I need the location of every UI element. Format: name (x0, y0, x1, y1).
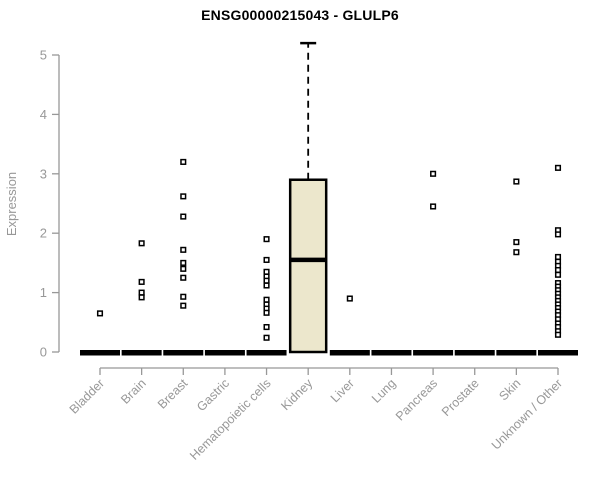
chart-title: ENSG00000215043 - GLULP6 (201, 7, 399, 23)
x-category-label: Liver (328, 376, 357, 405)
x-category-label: Breast (155, 376, 191, 412)
scatter-point (263, 324, 270, 331)
zero-box (371, 350, 412, 356)
x-category-label: Gastric (194, 376, 232, 414)
x-category-label: Lung (369, 376, 399, 406)
scatter-point (138, 240, 145, 247)
y-tick-label: 3 (40, 166, 47, 181)
scatter-point (554, 164, 562, 171)
zero-box (413, 350, 454, 356)
y-axis-title: Expression (4, 172, 19, 236)
scatter-point (554, 331, 562, 338)
scatter-point (513, 178, 520, 185)
scatter-point (263, 282, 270, 289)
zero-box (329, 350, 370, 356)
x-category-label: Kidney (278, 376, 315, 413)
plot-layer: 0 1 2 3 4 5 Bladder Brain Breast GastricHematopoi… (40, 41, 578, 463)
x-category-label: Hematopoietic cells (187, 376, 274, 463)
x-category-label: Pancreas (393, 376, 440, 423)
scatter-point (180, 265, 187, 272)
zero-box (204, 350, 245, 356)
scatter-point (138, 278, 145, 285)
scatter-point (180, 246, 187, 253)
y-tick-label: 4 (40, 107, 47, 122)
zero-box (496, 350, 537, 356)
scatter-point (263, 268, 270, 275)
scatter-point (263, 296, 270, 303)
scatter-point (263, 309, 270, 316)
scatter-point (180, 193, 187, 200)
scatter-point (180, 213, 187, 220)
scatter-point (513, 239, 520, 246)
scatter-point (346, 295, 353, 302)
zero-box (454, 350, 495, 356)
scatter-point (554, 266, 562, 274)
scatter-point (430, 203, 437, 210)
scatter-point (180, 302, 187, 309)
scatter-point (554, 271, 562, 278)
scatter-point (554, 253, 562, 261)
scatter-point (138, 294, 145, 301)
y-tick-label: 1 (40, 285, 47, 300)
x-category-label: Skin (496, 376, 523, 403)
zero-box (538, 350, 578, 356)
x-category-label: Prostate (439, 376, 482, 419)
scatter-point (180, 293, 187, 300)
scatter-point (96, 310, 104, 317)
y-tick-label: 2 (40, 226, 47, 241)
x-category-label: Bladder (67, 376, 107, 416)
zero-box (246, 350, 287, 356)
zero-box (121, 350, 162, 356)
zero-box (163, 350, 204, 356)
scatter-point (263, 334, 270, 341)
scatter-point (263, 256, 270, 263)
scatter-point (138, 289, 145, 296)
scatter-point (430, 170, 437, 177)
scatter-point (180, 274, 187, 281)
x-category-label: Unknown / Other (489, 376, 565, 452)
zero-box (80, 350, 120, 356)
scatter-point (263, 277, 270, 284)
y-tick-label: 5 (40, 48, 47, 63)
scatter-point (513, 249, 520, 256)
scatter-point (263, 236, 270, 243)
scatter-point (180, 158, 187, 165)
x-category-label: Brain (118, 376, 149, 407)
box (288, 178, 328, 354)
scatter-point (180, 259, 187, 266)
y-tick-label: 0 (40, 345, 47, 360)
scatter-point (554, 231, 562, 238)
